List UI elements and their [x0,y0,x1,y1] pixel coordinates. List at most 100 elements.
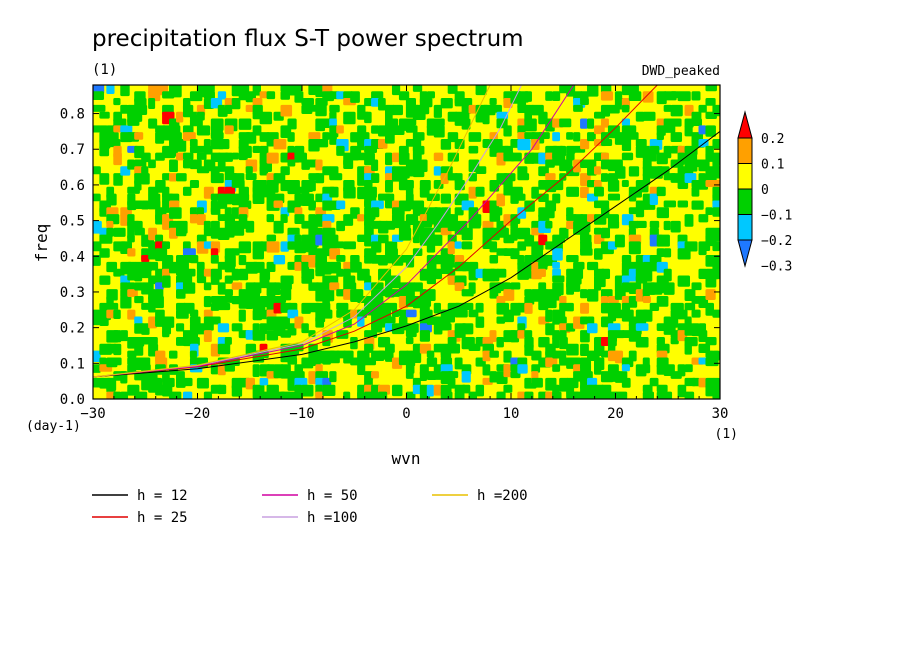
heatmap-cell [162,241,171,249]
heatmap-cell [412,145,425,155]
y-tick-label: 0.3 [60,285,85,301]
heatmap-cell [412,296,423,309]
heatmap-cell [294,207,303,216]
heatmap-cell [621,104,630,113]
heatmap-cell [503,289,515,301]
heatmap-cell [162,173,171,181]
y-axis-label: freq [32,224,51,263]
heatmap-cell [684,125,693,137]
heatmap-cell [134,179,142,191]
heatmap-cell [398,145,409,154]
heatmap-cell [134,282,143,291]
heatmap-cell [210,132,224,140]
heatmap-cell [594,227,602,235]
heatmap-cell [322,166,332,176]
heatmap-cell [148,248,157,260]
heatmap-cell [677,275,690,287]
heatmap-cell [656,384,668,393]
heatmap-cell [343,186,356,199]
heatmap-cell [266,261,276,272]
heatmap-cell [461,323,474,335]
heatmap-cell [148,336,158,345]
heatmap-cell [510,364,519,372]
heatmap-cell [691,200,704,210]
heatmap-cell [378,391,388,399]
heatmap-cell [210,302,220,311]
heatmap-cell [635,111,645,122]
heatmap-cell [385,350,394,362]
heatmap-cell [468,268,478,281]
heatmap-cell [642,173,651,185]
y-tick-label: 0.8 [60,107,85,123]
heatmap-cell [670,91,680,99]
heatmap-cell [482,364,491,376]
heatmap-cell [266,152,279,164]
heatmap-cell [217,323,230,333]
heatmap-cell [336,220,346,232]
heatmap-cell [203,391,213,399]
heatmap-cell [322,132,330,140]
heatmap-cell [308,255,317,268]
heatmap-cell [642,384,653,393]
heatmap-cell [176,111,184,123]
heatmap-cell [489,350,499,358]
heatmap-cell [252,364,260,377]
heatmap-cell [698,214,709,223]
heatmap-cell [663,391,673,399]
heatmap-cell [573,104,583,112]
heatmap-cell [426,316,436,325]
heatmap-cell [510,186,523,196]
heatmap-cell [287,323,297,336]
heatmap-cell [231,152,239,160]
chart-subtitle-right: DWD_peaked [642,64,720,79]
heatmap-cell [287,309,299,319]
heatmap-cell [322,336,331,347]
heatmap-cell [691,377,700,387]
heatmap-cell [113,139,121,148]
heatmap-cell [148,98,156,109]
heatmap-cell [412,282,423,292]
colorbar-label: 0.1 [761,158,784,173]
heatmap-cell [238,152,248,161]
heatmap-cell [322,261,332,275]
heatmap-cell [398,173,408,183]
heatmap-cell [580,391,590,399]
heatmap-cell [496,391,506,399]
heatmap-cell [231,323,243,332]
heatmap-cell [127,159,135,170]
heatmap-cell [545,207,555,219]
heatmap-cell [224,364,235,372]
heatmap-cell [614,132,624,145]
heatmap-cell [148,200,161,210]
heatmap-cell [364,343,374,353]
heatmap-cell [120,214,130,226]
heatmap-cell [93,316,102,326]
heatmap-cell [698,330,708,342]
heatmap-cell [594,166,602,175]
heatmap-cell [336,330,349,339]
heatmap-cell [217,343,231,355]
heatmap-cell [182,268,196,277]
heatmap-cell [510,227,518,241]
heatmap-cell [580,139,590,150]
heatmap-cell [120,330,128,342]
heatmap-cell [545,309,553,322]
heatmap-cell [113,152,122,166]
heatmap-cell [259,377,269,386]
heatmap-cell [148,193,161,203]
heatmap-cell [259,296,269,308]
heatmap-cell [238,241,252,254]
x-tick-label: −10 [289,406,314,422]
heatmap-cell [391,309,400,318]
heatmap-cell [538,234,548,246]
heatmap-cell [656,364,665,375]
x-tick-label: 20 [607,406,624,422]
heatmap-cell [252,384,265,394]
heatmap-cell [482,111,490,125]
heatmap-cell [649,255,662,264]
heatmap-cell [517,125,526,135]
y-tick-label: 0.5 [60,214,85,230]
heatmap-cell [99,173,110,185]
heatmap-cell [489,255,499,264]
heatmap-cell [698,104,707,113]
